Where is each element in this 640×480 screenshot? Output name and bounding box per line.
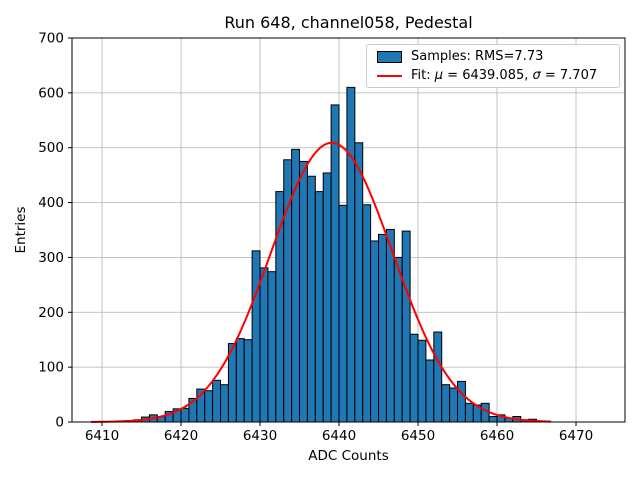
y-axis-label: Entries: [13, 206, 29, 254]
histogram-bar: [212, 379, 222, 423]
histogram-bar: [338, 204, 348, 423]
histogram-bar: [401, 230, 411, 423]
y-tick-label: 400: [38, 195, 64, 211]
x-tick-label: 6460: [480, 428, 514, 444]
histogram-bar: [457, 380, 466, 423]
histogram-bar: [322, 172, 332, 423]
x-tick-label: 6470: [559, 428, 593, 444]
histogram-bar: [314, 191, 324, 423]
histogram-bar: [441, 384, 451, 423]
histogram-bar: [480, 402, 490, 423]
histogram-bar: [251, 250, 261, 423]
x-tick-label: 6430: [243, 428, 277, 444]
legend-row-samples: Samples: RMS=7.73: [377, 48, 619, 66]
histogram-bar: [220, 384, 229, 423]
histogram-bar: [370, 240, 380, 423]
histogram-bar: [393, 256, 403, 423]
histogram-bar: [362, 204, 372, 423]
histogram-bar: [354, 142, 364, 423]
histogram-bar: [259, 267, 269, 423]
histogram-bar: [346, 86, 356, 423]
histogram-bar: [464, 402, 474, 423]
fit-curve: [90, 141, 552, 423]
y-tick-label: 200: [38, 305, 64, 321]
histogram-bar: [299, 160, 308, 423]
histogram-bar: [267, 271, 277, 423]
histogram-bar: [235, 338, 245, 423]
histogram-bar: [243, 339, 253, 423]
histogram-bar: [488, 416, 498, 423]
histogram-bar: [425, 359, 435, 423]
chart-title: Run 648, channel058, Pedestal: [224, 13, 473, 32]
histogram-bar: [433, 331, 443, 423]
y-tick-label: 300: [38, 250, 64, 266]
fit-line-icon: [377, 74, 402, 77]
x-tick-label: 6440: [322, 428, 356, 444]
histogram-bar: [378, 233, 387, 423]
samples-legend-label: Samples: RMS=7.73: [411, 49, 544, 64]
x-tick-label: 6410: [85, 428, 119, 444]
fit-legend-label: Fit: μ = 6439.085, σ = 7.707: [411, 68, 598, 83]
y-tick-label: 700: [38, 31, 64, 47]
histogram-bar: [180, 407, 190, 423]
histogram-bar: [385, 228, 395, 423]
x-tick-label: 6420: [164, 428, 198, 444]
x-axis-label: ADC Counts: [308, 448, 389, 464]
histogram-bar: [330, 104, 340, 423]
y-tick-label: 0: [55, 415, 64, 431]
legend-row-fit: Fit: μ = 6439.085, σ = 7.707: [377, 67, 619, 85]
legend: Samples: RMS=7.73 Fit: μ = 6439.085, σ =…: [366, 44, 620, 88]
histogram-bar: [306, 175, 316, 423]
histogram-bar: [449, 387, 459, 423]
axes-spines: [71, 37, 626, 423]
histogram-bar: [409, 333, 419, 423]
histogram-bar: [417, 339, 427, 423]
samples-swatch-icon: [377, 50, 402, 63]
x-tick-label: 6450: [401, 428, 435, 444]
y-tick-label: 600: [38, 85, 64, 101]
y-tick-label: 100: [38, 360, 64, 376]
histogram-bar: [204, 390, 214, 423]
y-tick-label: 500: [38, 140, 64, 156]
